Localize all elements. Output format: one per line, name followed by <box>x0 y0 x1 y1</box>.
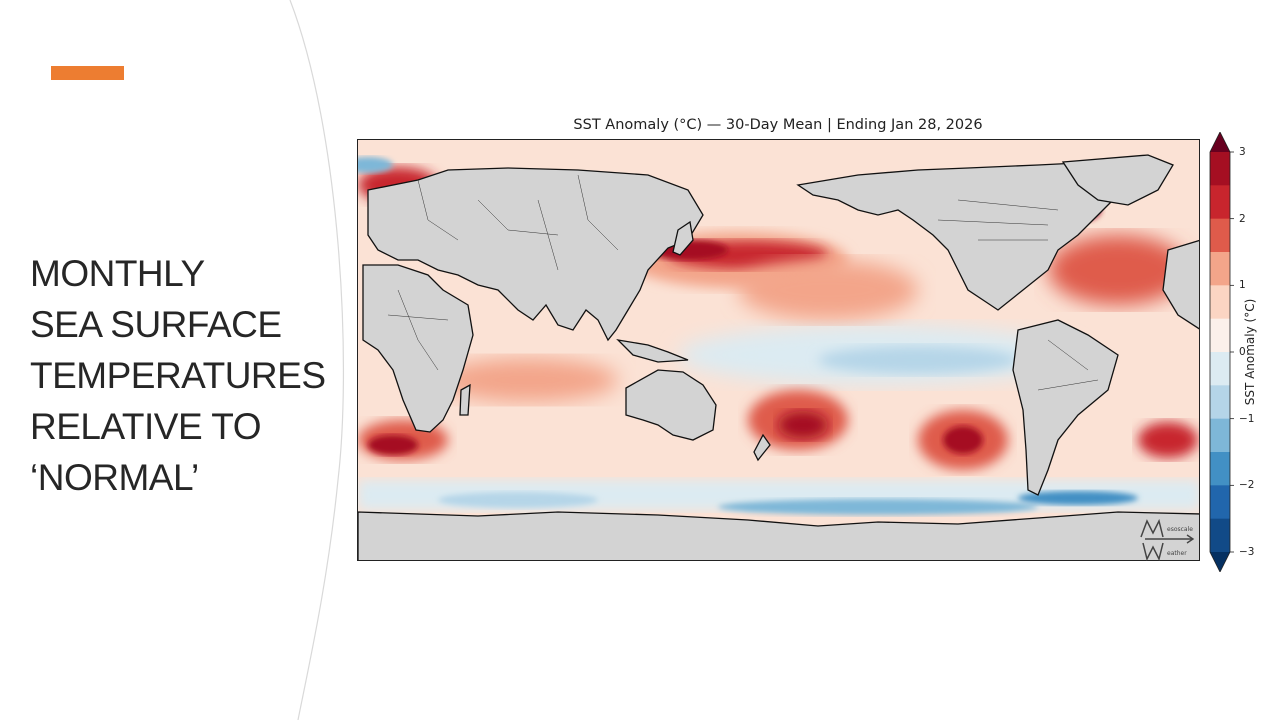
accent-bar <box>51 66 124 80</box>
slide-title-line: MONTHLY <box>30 253 205 294</box>
colorbar <box>1209 132 1234 572</box>
slide-title-line: ‘NORMAL’ <box>30 457 199 498</box>
colorbar-tick-label: 3 <box>1239 146 1246 158</box>
colorbar-segment <box>1210 418 1230 453</box>
colorbar-segment <box>1210 318 1230 353</box>
colorbar-segment <box>1210 252 1230 286</box>
madagascar-landmass <box>459 383 471 416</box>
colorbar-segment <box>1210 185 1230 220</box>
colorbar-tick-label: 1 <box>1239 279 1246 292</box>
colorbar-segment <box>1210 352 1230 386</box>
slide-title: MONTHLY SEA SURFACE TEMPERATURES RELATIV… <box>30 248 330 503</box>
colorbar-tick-label: −1 <box>1239 412 1255 425</box>
slide-title-line: RELATIVE TO <box>30 406 261 447</box>
land-masses <box>358 154 1199 560</box>
antarctica-landmass <box>358 511 1199 560</box>
colorbar-segment <box>1210 385 1230 420</box>
mesoscale-weather-logo: esoscale eather <box>1140 518 1195 561</box>
country-borders <box>387 174 1099 391</box>
colorbar-extend-low <box>1210 552 1230 572</box>
colorbar-segment <box>1210 452 1230 486</box>
slide-title-line: SEA SURFACE <box>30 304 282 345</box>
greenland-landmass <box>1061 154 1174 206</box>
colorbar-segment <box>1210 485 1230 520</box>
europe-landmass-east-edge <box>1162 239 1199 330</box>
svg-text:eather: eather <box>1167 550 1187 557</box>
svg-text:esoscale: esoscale <box>1167 526 1193 533</box>
colorbar-segment <box>1210 518 1230 553</box>
eurasia-landmass <box>367 167 704 342</box>
new-zealand-landmass <box>753 433 771 462</box>
indonesia-landmass <box>616 339 689 363</box>
colorbar-tick-label: −2 <box>1239 479 1255 492</box>
slide-title-line: TEMPERATURES <box>30 355 326 396</box>
colorbar-segment <box>1210 285 1230 320</box>
south-america-landmass <box>1012 319 1119 496</box>
colorbar-segment <box>1210 218 1230 253</box>
colorbar-tick-label: −3 <box>1239 546 1255 558</box>
north-america-landmass <box>796 161 1129 311</box>
colorbar-extend-high <box>1210 132 1230 152</box>
colorbar-tick-label: 0 <box>1239 346 1246 358</box>
colorbar-tick-label: 2 <box>1239 212 1246 225</box>
australia-landmass <box>625 369 717 441</box>
sst-anomaly-map <box>357 139 1200 561</box>
japan-landmass <box>672 220 694 256</box>
map-title: SST Anomaly (°C) — 30-Day Mean | Ending … <box>573 117 983 133</box>
africa-landmass <box>362 264 474 433</box>
colorbar-segment <box>1210 152 1230 186</box>
sst-anomaly-map-canvas <box>358 140 1199 560</box>
